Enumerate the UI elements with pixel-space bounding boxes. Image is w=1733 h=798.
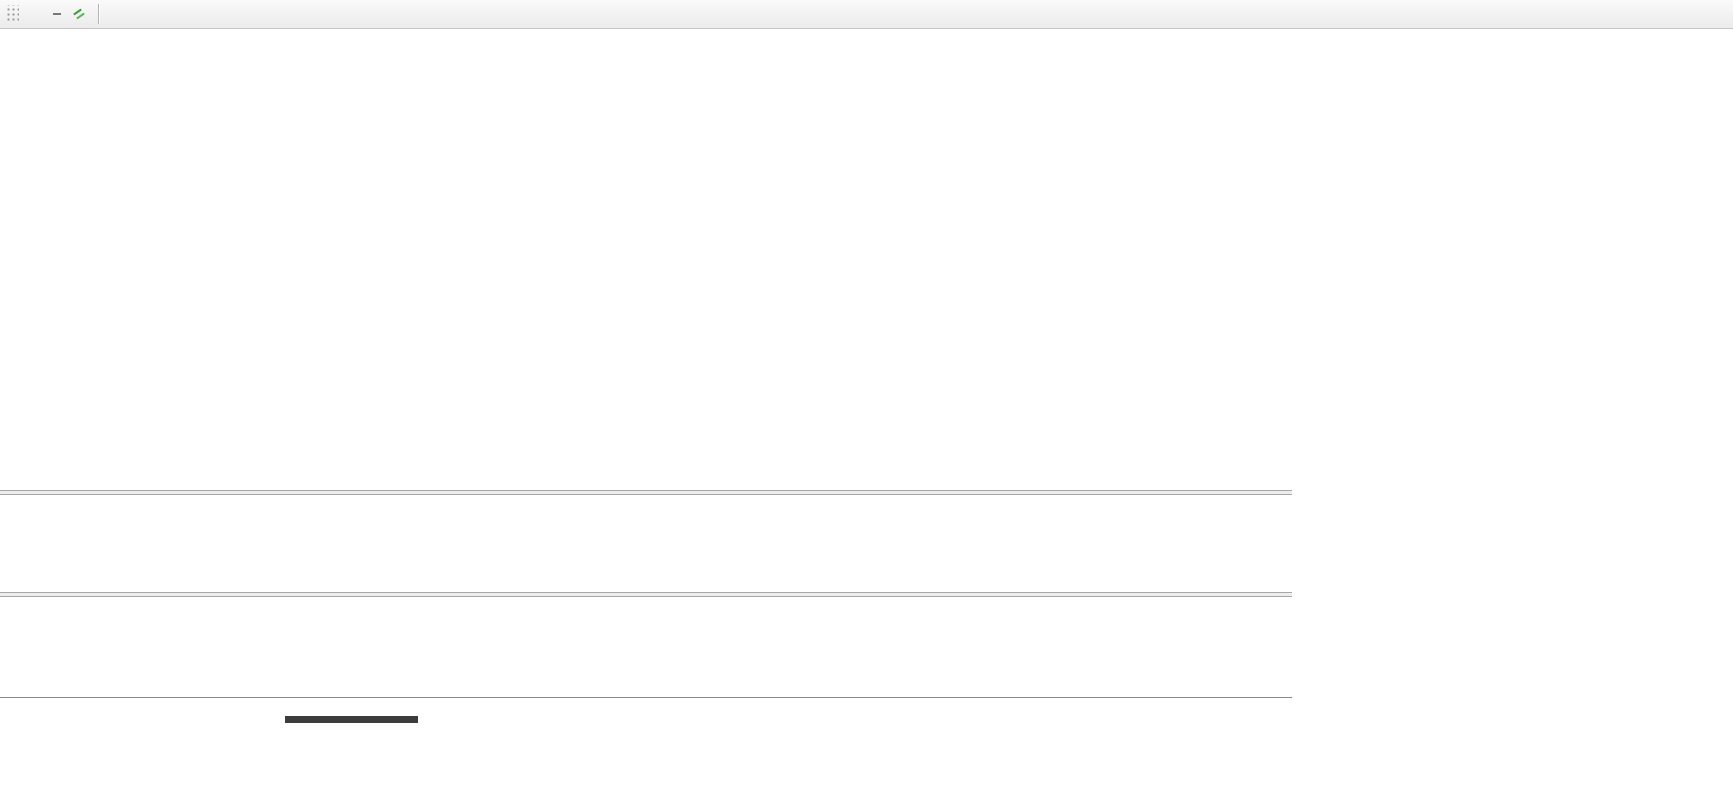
toolbar-separator [98,4,100,24]
price-chart-panel[interactable] [0,30,1292,490]
rsi-panel[interactable] [0,598,1292,696]
text-label-tool-button[interactable] [47,3,67,25]
toolbar-grip-icon[interactable] [5,5,19,23]
time-axis[interactable] [0,697,1292,718]
drawing-objects-dropdown[interactable] [69,3,92,25]
text-frame-icon [53,13,61,15]
panel-divider[interactable] [0,490,1292,495]
drawing-objects-icon [73,8,86,20]
toolbar [0,0,1733,29]
panel-divider[interactable] [0,592,1292,597]
text-tool-button[interactable] [25,3,45,25]
taskbar-fragment [285,716,418,723]
macd-panel[interactable] [0,496,1292,592]
